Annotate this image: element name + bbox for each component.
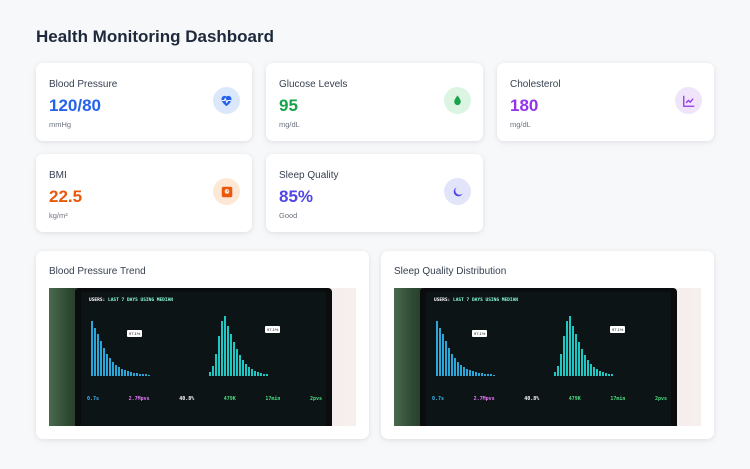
screen-stat: 0.7s	[87, 396, 100, 402]
metric-unit: mg/dL	[279, 120, 300, 129]
screen-header-prefix: USERS:	[89, 298, 106, 303]
metric-value: 22.5	[49, 187, 83, 206]
metric-value: 180	[510, 96, 539, 115]
metric-unit: Good	[279, 211, 298, 220]
laptop-analytics-photo: USERS: LAST 7 DAYS USING MEDIAN 97.1%	[394, 288, 701, 426]
screen-stat: 2.7Mpvs	[473, 396, 495, 402]
screen-stat: 2pvs	[309, 396, 322, 402]
chart-card-blood-pressure-trend: Blood Pressure Trend USERS: LAST 7 DAYS …	[36, 251, 369, 439]
screen-stat: 2.7Mpvs	[128, 396, 150, 402]
chart-card-title: Blood Pressure Trend	[49, 266, 146, 277]
metric-unit: mmHg	[49, 120, 72, 129]
chart-card-title: Sleep Quality Distribution	[394, 266, 507, 277]
metric-label: Blood Pressure	[49, 79, 118, 90]
metric-label: Glucose Levels	[279, 79, 348, 90]
screen-stat: 17min	[265, 396, 281, 402]
screen-header-accent: LAST 7 DAYS USING MEDIAN	[107, 298, 174, 303]
page-title: Health Monitoring Dashboard	[36, 27, 274, 46]
screen-stat: 40.8%	[524, 396, 540, 402]
screen-stat: 0.7s	[432, 396, 445, 402]
metric-card-cholesterol: Cholesterol 180 mg/dL	[497, 63, 714, 141]
weight-scale-icon	[213, 178, 240, 205]
droplet-icon	[444, 87, 471, 114]
screen-stat: 2pvs	[654, 396, 667, 402]
screen-header-prefix: USERS:	[434, 298, 451, 303]
metric-label: Cholesterol	[510, 79, 561, 90]
moon-icon	[444, 178, 471, 205]
metric-card-sleep: Sleep Quality 85% Good	[266, 154, 483, 232]
metric-value: 95	[279, 96, 298, 115]
chart-line-icon	[675, 87, 702, 114]
metric-value: 120/80	[49, 96, 101, 115]
metric-unit: kg/m²	[49, 211, 68, 220]
screen-stat: 479K	[568, 396, 581, 402]
screen-stat: 40.8%	[179, 396, 195, 402]
heart-pulse-icon	[213, 87, 240, 114]
screen-header-accent: LAST 7 DAYS USING MEDIAN	[452, 298, 519, 303]
metric-card-glucose: Glucose Levels 95 mg/dL	[266, 63, 483, 141]
chart-card-sleep-quality-distribution: Sleep Quality Distribution USERS: LAST 7…	[381, 251, 714, 439]
screen-stat: 479K	[223, 396, 236, 402]
metric-unit: mg/dL	[510, 120, 531, 129]
metric-card-blood-pressure: Blood Pressure 120/80 mmHg	[36, 63, 252, 141]
metric-label: Sleep Quality	[279, 170, 339, 181]
metric-label: BMI	[49, 170, 67, 181]
metric-value: 85%	[279, 187, 314, 206]
laptop-analytics-photo: USERS: LAST 7 DAYS USING MEDIAN 97.1%	[49, 288, 356, 426]
metric-card-bmi: BMI 22.5 kg/m²	[36, 154, 252, 232]
screen-stat: 17min	[610, 396, 626, 402]
